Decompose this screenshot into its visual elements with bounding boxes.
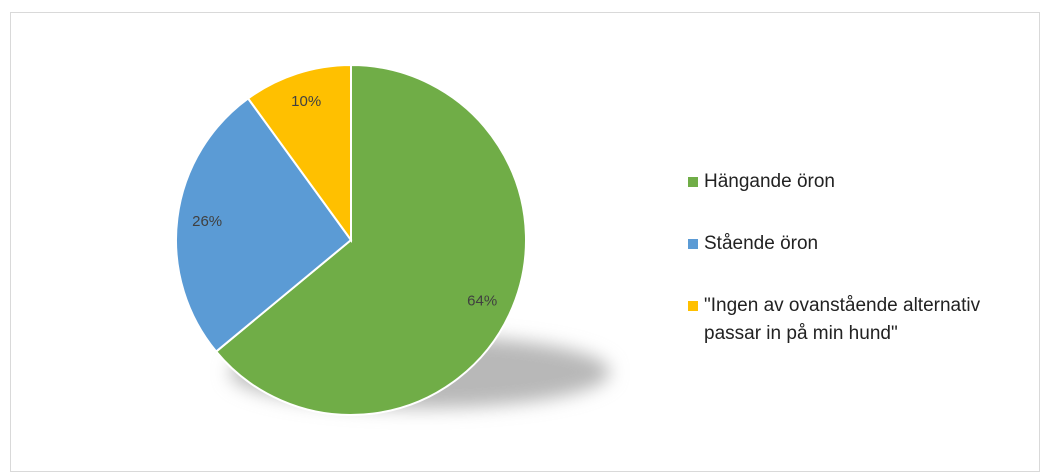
legend-item: Hängande öron [688,168,1028,196]
data-label: 26% [192,213,222,230]
data-label: 10% [291,93,321,110]
chart: 64% 26% 10% [175,63,610,416]
legend-swatch [688,239,698,249]
legend-swatch [688,301,698,311]
legend-label: Stående öron [704,233,819,254]
pie-slice [175,97,353,353]
pie-slice [214,63,527,416]
page: {"chart_data": {"type": "pie", "categori… [10,12,1040,472]
legend-label: "Ingen av ovanstående alternativ passar … [704,295,981,344]
legend-swatch [688,177,698,187]
pie-slice [246,63,352,244]
legend-label: Hängande öron [704,171,835,192]
legend-item: Stående öron [688,230,1028,258]
legend: Hängande öron Stående öron "Ingen av ovans… [688,168,1028,382]
data-label: 64% [467,293,497,310]
legend-item: "Ingen av ovanstående alternativ passar … [688,292,1028,348]
